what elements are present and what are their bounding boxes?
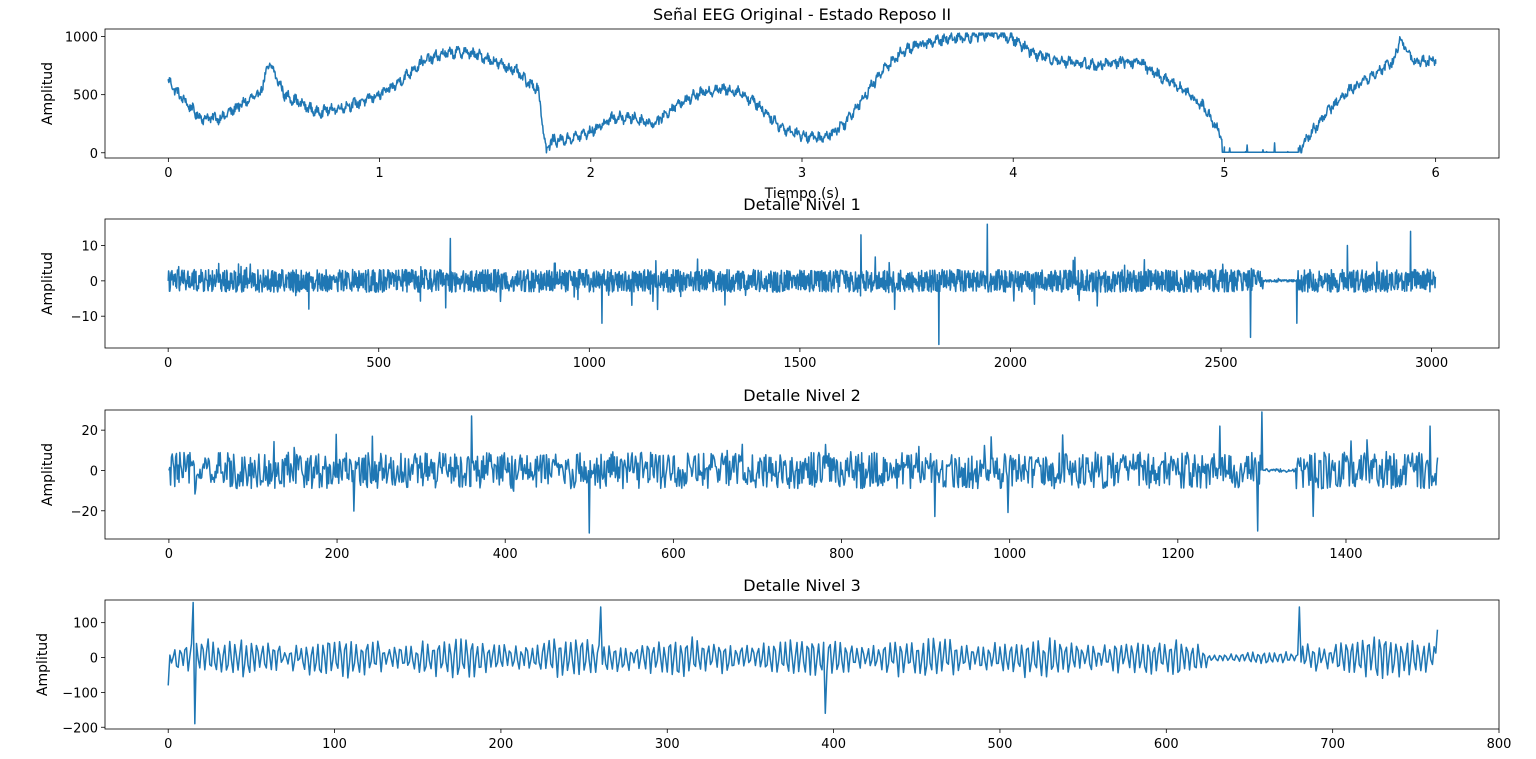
x-tick-label: 500 bbox=[988, 737, 1013, 752]
x-tick-label: 2000 bbox=[994, 356, 1027, 371]
subplot-title: Detalle Nivel 2 bbox=[743, 386, 861, 405]
x-tick-label: 600 bbox=[661, 547, 686, 562]
y-axis-label: Amplitud bbox=[35, 633, 51, 696]
plot-frame bbox=[104, 409, 1500, 540]
subplot-3: Detalle Nivel 20 200 400 600 800 1000 1200 1400… bbox=[40, 386, 1500, 562]
y-tick-label: 500 bbox=[73, 89, 98, 104]
x-tick-label: 0 bbox=[165, 547, 173, 562]
x-tick-label: 400 bbox=[821, 737, 846, 752]
x-tick-label: 3000 bbox=[1415, 356, 1448, 371]
x-tick-label: 1200 bbox=[1161, 547, 1194, 562]
x-tick-label: 800 bbox=[829, 547, 854, 562]
x-tick-label: 0 bbox=[164, 166, 172, 181]
x-tick-label: 200 bbox=[325, 547, 350, 562]
plot-frame bbox=[104, 599, 1500, 730]
x-tick-label: 0 bbox=[164, 737, 172, 752]
subplot-title: Detalle Nivel 3 bbox=[743, 576, 861, 595]
x-tick-label: 1000 bbox=[573, 356, 606, 371]
y-tick-label: −20 bbox=[71, 505, 98, 520]
x-tick-label: 700 bbox=[1320, 737, 1345, 752]
x-tick-label: 800 bbox=[1487, 737, 1512, 752]
subplot-title: Detalle Nivel 1 bbox=[743, 195, 861, 214]
y-tick-label: 100 bbox=[73, 617, 98, 632]
subplot-title: Señal EEG Original - Estado Reposo II bbox=[653, 5, 951, 24]
y-tick-label: 10 bbox=[81, 240, 98, 255]
y-tick-label: 0 bbox=[90, 652, 98, 667]
x-tick-label: 0 bbox=[164, 356, 172, 371]
x-tick-label: 600 bbox=[1154, 737, 1179, 752]
series-line bbox=[168, 411, 1439, 534]
subplot-1: Señal EEG Original - Estado Reposo II 0 1 2… bbox=[40, 5, 1500, 202]
x-tick-label: 3 bbox=[798, 166, 806, 181]
x-tick-label: 1500 bbox=[783, 356, 816, 371]
x-tick-label: 300 bbox=[655, 737, 680, 752]
y-tick-label: 0 bbox=[90, 275, 98, 290]
subplot-2: Detalle Nivel 1 0 500 1000 1500 2000 2500 3000 −… bbox=[40, 195, 1500, 371]
x-tick-label: 1 bbox=[375, 166, 383, 181]
y-tick-label: 0 bbox=[90, 464, 98, 479]
y-tick-label: 0 bbox=[90, 147, 98, 162]
plot-frame bbox=[104, 218, 1500, 349]
x-tick-label: 5 bbox=[1220, 166, 1228, 181]
subplot-4: Detalle Nivel 3 0 100 200 300 400 500 600 700 800… bbox=[35, 576, 1511, 752]
x-tick-label: 100 bbox=[322, 737, 347, 752]
x-tick-label: 500 bbox=[366, 356, 391, 371]
x-tick-label: 1400 bbox=[1329, 547, 1362, 562]
x-axis-label: Tiempo (s) bbox=[764, 186, 839, 202]
x-tick-label: 400 bbox=[493, 547, 518, 562]
x-tick-label: 2 bbox=[587, 166, 595, 181]
y-tick-label: −10 bbox=[71, 310, 98, 325]
y-axis-label: Amplitud bbox=[40, 62, 56, 125]
x-tick-label: 200 bbox=[488, 737, 513, 752]
series-line bbox=[167, 32, 1437, 154]
series-line bbox=[167, 601, 1439, 725]
x-tick-label: 2500 bbox=[1204, 356, 1237, 371]
y-tick-label: 1000 bbox=[65, 31, 98, 46]
y-tick-label: 20 bbox=[81, 424, 98, 439]
y-axis-label: Amplitud bbox=[40, 252, 56, 315]
x-tick-label: 6 bbox=[1431, 166, 1439, 181]
y-axis-label: Amplitud bbox=[40, 443, 56, 506]
y-tick-label: −200 bbox=[62, 721, 98, 736]
x-tick-label: 1000 bbox=[993, 547, 1026, 562]
x-tick-label: 4 bbox=[1009, 166, 1017, 181]
y-tick-label: −100 bbox=[62, 686, 98, 701]
series-line bbox=[167, 223, 1437, 346]
